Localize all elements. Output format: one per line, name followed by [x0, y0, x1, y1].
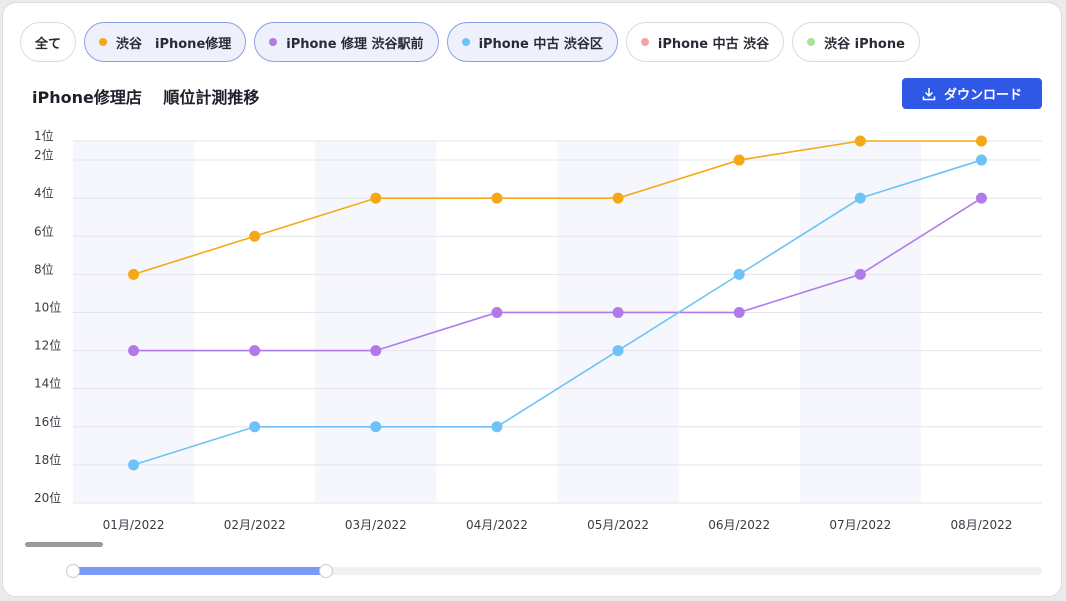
data-point	[249, 345, 261, 357]
data-point	[733, 268, 745, 280]
data-point	[370, 345, 382, 357]
x-tick-label: 01月/2022	[103, 518, 165, 532]
series-color-dot	[99, 38, 108, 46]
series-color-dot	[269, 38, 278, 46]
data-point	[249, 421, 261, 433]
x-tick-label: 08月/2022	[951, 518, 1013, 532]
data-point	[612, 306, 624, 318]
y-tick-label: 4位	[34, 185, 54, 200]
series-color-dot	[807, 38, 816, 46]
y-tick-label: 6位	[34, 223, 54, 238]
filter-chip[interactable]: iPhone 中古 渋谷	[625, 22, 785, 62]
y-tick-label: 14位	[34, 376, 61, 391]
data-point	[370, 192, 382, 204]
x-tick-label: 07月/2022	[829, 518, 891, 532]
data-point	[128, 459, 140, 471]
data-point	[491, 192, 503, 204]
filter-all-label: 全て	[35, 36, 62, 52]
data-point	[975, 135, 987, 147]
data-point	[975, 192, 987, 204]
y-tick-label: 12位	[34, 338, 61, 353]
range-slider-fill	[73, 567, 326, 575]
data-point	[612, 192, 624, 204]
category-band	[73, 141, 195, 503]
y-tick-label: 1位	[34, 128, 54, 143]
y-tick-label: 18位	[34, 452, 61, 467]
download-button[interactable]: ダウンロード	[902, 78, 1042, 109]
data-point	[975, 154, 987, 166]
data-point	[249, 230, 261, 242]
download-label: ダウンロード	[943, 88, 1022, 103]
data-point	[370, 421, 382, 433]
range-slider-track[interactable]	[70, 567, 1042, 575]
y-tick-label: 10位	[34, 299, 61, 314]
data-point	[612, 345, 624, 357]
y-tick-label: 16位	[34, 414, 61, 429]
range-start-handle[interactable]	[66, 564, 80, 578]
data-point	[491, 306, 503, 318]
y-tick-label: 2位	[34, 147, 54, 162]
data-point	[128, 345, 140, 357]
series-line	[133, 197, 982, 352]
data-point	[854, 135, 866, 147]
horizontal-scrollbar[interactable]	[25, 542, 103, 547]
filter-chip-label: iPhone 修理 渋谷駅前	[286, 36, 424, 52]
series-color-dot	[461, 38, 470, 46]
filter-chip[interactable]: 渋谷 iPhone修理	[84, 22, 247, 62]
filter-chip-label: 渋谷 iPhone	[824, 36, 905, 52]
keyword-filter-bar: 全て 渋谷 iPhone修理 iPhone 修理 渋谷駅前 iPhone 中古 …	[20, 22, 928, 62]
x-tick-label: 06月/2022	[708, 518, 770, 532]
filter-chip-label: 渋谷 iPhone修理	[116, 36, 232, 52]
data-point	[491, 421, 503, 433]
x-tick-label: 05月/2022	[587, 518, 649, 532]
chart-title: iPhone修理店 順位計測推移	[32, 88, 260, 107]
y-tick-label: 20位	[34, 490, 61, 505]
data-point	[733, 154, 745, 166]
x-tick-label: 03月/2022	[345, 518, 407, 532]
series-color-dot	[640, 38, 649, 46]
data-point	[128, 268, 140, 280]
filter-chip-label: iPhone 中古 渋谷	[657, 36, 770, 52]
filter-chip[interactable]: iPhone 中古 渋谷区	[446, 22, 618, 62]
data-point	[854, 192, 866, 204]
series-line	[133, 159, 982, 466]
filter-all-chip[interactable]: 全て	[20, 22, 77, 62]
range-end-handle[interactable]	[318, 564, 333, 578]
data-point	[733, 306, 745, 318]
y-tick-label: 8位	[34, 261, 54, 276]
series-line	[133, 140, 982, 276]
download-icon	[922, 87, 936, 100]
filter-chip[interactable]: 渋谷 iPhone	[792, 22, 920, 62]
data-point	[854, 268, 866, 280]
x-tick-label: 04月/2022	[466, 518, 528, 532]
filter-chip-label: iPhone 中古 渋谷区	[478, 36, 603, 52]
x-tick-label: 02月/2022	[224, 518, 286, 532]
filter-chip[interactable]: iPhone 修理 渋谷駅前	[254, 22, 439, 62]
